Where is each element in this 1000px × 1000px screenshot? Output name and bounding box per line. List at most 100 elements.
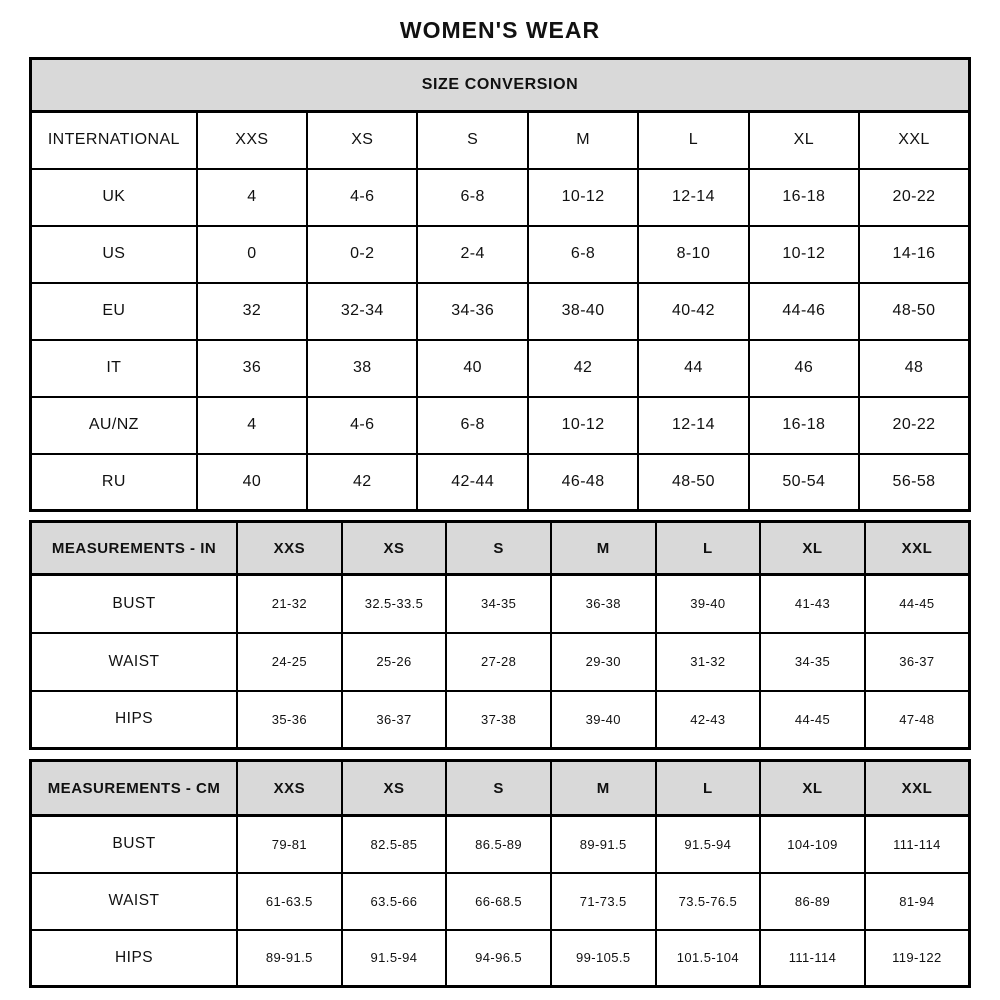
table-title: SIZE CONVERSION xyxy=(29,57,971,113)
cell: 86.5-89 xyxy=(445,814,552,874)
column-header: XXL xyxy=(863,520,971,576)
cell: 32.5-33.5 xyxy=(340,573,448,634)
cell: 34-36 xyxy=(416,281,529,341)
row-label: BUST xyxy=(29,573,239,634)
cell: 36-37 xyxy=(340,689,448,750)
cell: 38 xyxy=(306,338,419,398)
cell: 4-6 xyxy=(306,395,419,455)
cell: 47-48 xyxy=(863,689,971,750)
cell: 48-50 xyxy=(637,452,750,512)
column-header: M xyxy=(549,759,657,817)
cell: 48 xyxy=(858,338,971,398)
cell: 119-122 xyxy=(863,928,971,988)
cell: 42-44 xyxy=(416,452,529,512)
column-header: M xyxy=(526,110,640,170)
cell: 40 xyxy=(195,452,309,512)
cell: 35-36 xyxy=(236,689,343,750)
table-row: BUST 21-32 32.5-33.5 34-35 36-38 39-40 4… xyxy=(29,573,971,634)
table-row: WAIST 24-25 25-26 27-28 29-30 31-32 34-3… xyxy=(29,631,971,692)
cell: 40 xyxy=(416,338,529,398)
cell: 12-14 xyxy=(637,167,750,227)
column-header-row: INTERNATIONAL XXS XS S M L XL XXL xyxy=(29,110,971,170)
column-header: XXS xyxy=(236,759,343,817)
size-conversion-table: SIZE CONVERSION INTERNATIONAL XXS XS S M… xyxy=(29,57,971,512)
table-row: HIPS 89-91.5 91.5-94 94-96.5 99-105.5 10… xyxy=(29,928,971,988)
cell: 10-12 xyxy=(747,224,861,284)
cell: 20-22 xyxy=(858,395,971,455)
cell: 111-114 xyxy=(863,814,971,874)
cell: 25-26 xyxy=(340,631,448,692)
cell: 14-16 xyxy=(858,224,971,284)
cell: 39-40 xyxy=(654,573,762,634)
column-header: XXL xyxy=(863,759,971,817)
cell: 21-32 xyxy=(236,573,343,634)
row-label: HIPS xyxy=(29,928,239,988)
cell: 46 xyxy=(747,338,861,398)
cell: 6-8 xyxy=(416,395,529,455)
cell: 48-50 xyxy=(858,281,971,341)
cell: 44-46 xyxy=(747,281,861,341)
cell: 6-8 xyxy=(526,224,640,284)
cell: 2-4 xyxy=(416,224,529,284)
cell: 42 xyxy=(526,338,640,398)
column-header: INTERNATIONAL xyxy=(29,110,198,170)
table-row: EU 32 32-34 34-36 38-40 40-42 44-46 48-5… xyxy=(29,281,971,341)
column-header: XL xyxy=(759,759,866,817)
column-header: XS xyxy=(340,520,448,576)
row-label: IT xyxy=(29,338,198,398)
cell: 81-94 xyxy=(863,871,971,931)
cell: 41-43 xyxy=(759,573,866,634)
cell: 4 xyxy=(195,395,309,455)
cell: 91.5-94 xyxy=(654,814,762,874)
cell: 6-8 xyxy=(416,167,529,227)
row-label: WAIST xyxy=(29,631,239,692)
column-header: L xyxy=(654,759,762,817)
table-row: IT 36 38 40 42 44 46 48 xyxy=(29,338,971,398)
table-row: AU/NZ 4 4-6 6-8 10-12 12-14 16-18 20-22 xyxy=(29,395,971,455)
table-row: HIPS 35-36 36-37 37-38 39-40 42-43 44-45… xyxy=(29,689,971,750)
cell: 89-91.5 xyxy=(236,928,343,988)
column-header-row: MEASUREMENTS - IN XXS XS S M L XL XXL xyxy=(29,520,971,576)
cell: 34-35 xyxy=(445,573,552,634)
page-title: WOMEN'S WEAR xyxy=(399,17,601,43)
cell: 66-68.5 xyxy=(445,871,552,931)
row-label: BUST xyxy=(29,814,239,874)
cell: 8-10 xyxy=(637,224,750,284)
cell: 0 xyxy=(195,224,309,284)
table-row: WAIST 61-63.5 63.5-66 66-68.5 71-73.5 73… xyxy=(29,871,971,931)
cell: 44-45 xyxy=(863,573,971,634)
cell: 38-40 xyxy=(526,281,640,341)
measurements-cm-table: MEASUREMENTS - CM XXS XS S M L XL XXL BU… xyxy=(29,759,971,988)
cell: 20-22 xyxy=(858,167,971,227)
cell: 86-89 xyxy=(759,871,866,931)
row-label: RU xyxy=(29,452,198,512)
column-header: XS xyxy=(340,759,448,817)
cell: 94-96.5 xyxy=(445,928,552,988)
cell: 4 xyxy=(195,167,309,227)
table-row: US 0 0-2 2-4 6-8 8-10 10-12 14-16 xyxy=(29,224,971,284)
column-header: L xyxy=(654,520,762,576)
column-header-row: MEASUREMENTS - CM XXS XS S M L XL XXL xyxy=(29,759,971,817)
column-header: S xyxy=(416,110,529,170)
column-header: M xyxy=(549,520,657,576)
cell: 42 xyxy=(306,452,419,512)
cell: 50-54 xyxy=(747,452,861,512)
cell: 44 xyxy=(637,338,750,398)
column-header: S xyxy=(445,520,552,576)
cell: 61-63.5 xyxy=(236,871,343,931)
cell: 56-58 xyxy=(858,452,971,512)
cell: 82.5-85 xyxy=(340,814,448,874)
row-label: WAIST xyxy=(29,871,239,931)
cell: 36 xyxy=(195,338,309,398)
cell: 39-40 xyxy=(549,689,657,750)
row-label: UK xyxy=(29,167,198,227)
cell: 10-12 xyxy=(526,395,640,455)
cell: 16-18 xyxy=(747,167,861,227)
table-row: BUST 79-81 82.5-85 86.5-89 89-91.5 91.5-… xyxy=(29,814,971,874)
cell: 63.5-66 xyxy=(340,871,448,931)
cell: 42-43 xyxy=(654,689,762,750)
cell: 31-32 xyxy=(654,631,762,692)
cell: 73.5-76.5 xyxy=(654,871,762,931)
column-header: XXS xyxy=(236,520,343,576)
